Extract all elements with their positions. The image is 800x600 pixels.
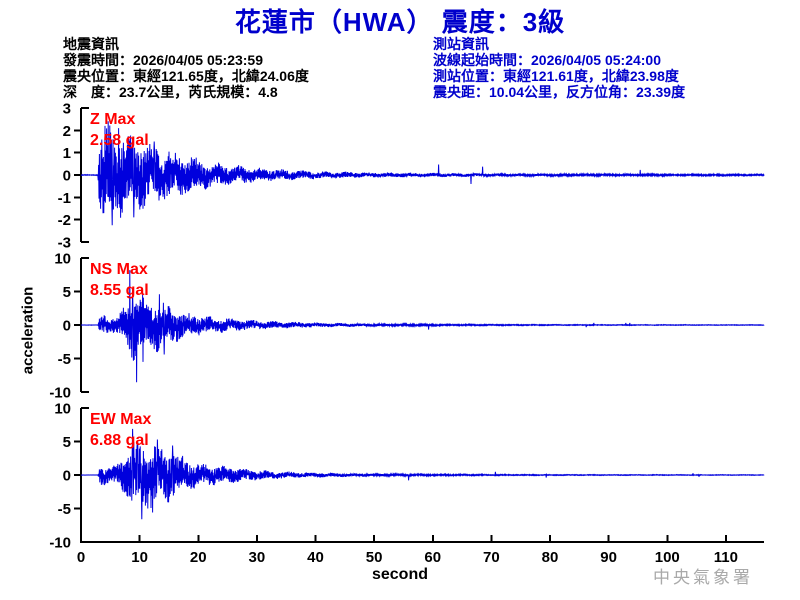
z-ytick-label: 1 xyxy=(63,145,71,162)
agency-watermark: 中央氣象署 xyxy=(653,568,753,587)
ns-axis: 10 5 0 -5 -10 xyxy=(49,251,89,402)
page-title: 花蓮市（HWA） 震度：3級 xyxy=(234,7,566,37)
z-max-value: 2.58 gal xyxy=(90,132,149,149)
z-max-annotation: Z Max 2.58 gal xyxy=(90,109,149,151)
x-tick-label: 30 xyxy=(249,549,266,566)
wave-start-time: 波線起始時間：2026/04/05 05:24:00 xyxy=(433,52,661,68)
z-ytick-label: 3 xyxy=(63,101,71,118)
x-axis-label: second xyxy=(371,566,428,583)
ew-ytick-label: 10 xyxy=(54,401,71,418)
x-tick-label: 70 xyxy=(483,549,500,566)
z-ytick-label: 2 xyxy=(63,123,71,140)
x-tick-label: 50 xyxy=(366,549,383,566)
x-tick-label: 10 xyxy=(131,549,148,566)
ns-ytick-label: 5 xyxy=(63,284,71,301)
ew-max-label: EW Max xyxy=(90,411,152,428)
z-max-label: Z Max xyxy=(90,111,136,128)
ew-ytick-label: 0 xyxy=(63,468,71,485)
earthquake-origin-time: 發震時間：2026/04/05 05:23:59 xyxy=(63,52,263,68)
depth-magnitude: 深 度：23.7公里，芮氏規模：4.8 xyxy=(63,84,278,100)
epicentral-distance: 震央距：10.04公里，反方位角：23.39度 xyxy=(433,84,686,100)
time-axis: 0 10 20 30 40 50 60 70 80 90 100 110 xyxy=(77,535,764,566)
ns-max-value: 8.55 gal xyxy=(90,282,149,299)
x-tick-label: 110 xyxy=(714,549,738,566)
station-location: 測站位置：東經121.61度，北緯23.98度 xyxy=(433,68,679,84)
station-info: 測站資訊 波線起始時間：2026/04/05 05:24:00 測站位置：東經1… xyxy=(433,36,685,100)
ew-max-annotation: EW Max 6.88 gal xyxy=(90,409,151,451)
x-tick-label: 60 xyxy=(424,549,441,566)
z-ytick-label: 0 xyxy=(63,168,71,185)
earthquake-info-heading: 地震資訊 xyxy=(63,36,119,52)
earthquake-info: 地震資訊 發震時間：2026/04/05 05:23:59 震央位置：東經121… xyxy=(63,36,309,100)
x-tick-label: 100 xyxy=(655,549,680,566)
ns-max-label: NS Max xyxy=(90,261,148,278)
ns-max-annotation: NS Max 8.55 gal xyxy=(90,259,149,301)
z-ytick-label: -1 xyxy=(58,190,71,207)
z-ytick-label: -2 xyxy=(58,212,71,229)
ew-axis: 10 5 0 -5 -10 xyxy=(49,401,89,552)
ew-ytick-label: 5 xyxy=(63,434,71,451)
ew-waveform xyxy=(80,428,765,520)
ew-max-value: 6.88 gal xyxy=(90,432,149,449)
x-tick-label: 20 xyxy=(190,549,207,566)
epicenter-location: 震央位置：東經121.65度，北緯24.06度 xyxy=(63,68,309,84)
x-tick-label: 80 xyxy=(542,549,559,566)
x-tick-label: 40 xyxy=(307,549,324,566)
x-tick-label: 0 xyxy=(77,549,85,566)
y-axis-label: acceleration xyxy=(19,286,37,375)
ns-waveform xyxy=(80,270,765,383)
z-ytick-label: -3 xyxy=(58,235,71,252)
z-axis: 3 2 1 0 -1 -2 -3 xyxy=(58,101,89,252)
station-info-heading: 測站資訊 xyxy=(433,36,489,52)
ns-ytick-label: -10 xyxy=(49,385,71,402)
z-waveform xyxy=(80,121,765,226)
ns-ytick-label: 10 xyxy=(54,251,71,268)
x-tick-label: 90 xyxy=(600,549,617,566)
ew-ytick-label: -5 xyxy=(58,501,71,518)
ew-ytick-label: -10 xyxy=(49,535,71,552)
ns-ytick-label: -5 xyxy=(58,351,71,368)
ns-ytick-label: 0 xyxy=(63,318,71,335)
